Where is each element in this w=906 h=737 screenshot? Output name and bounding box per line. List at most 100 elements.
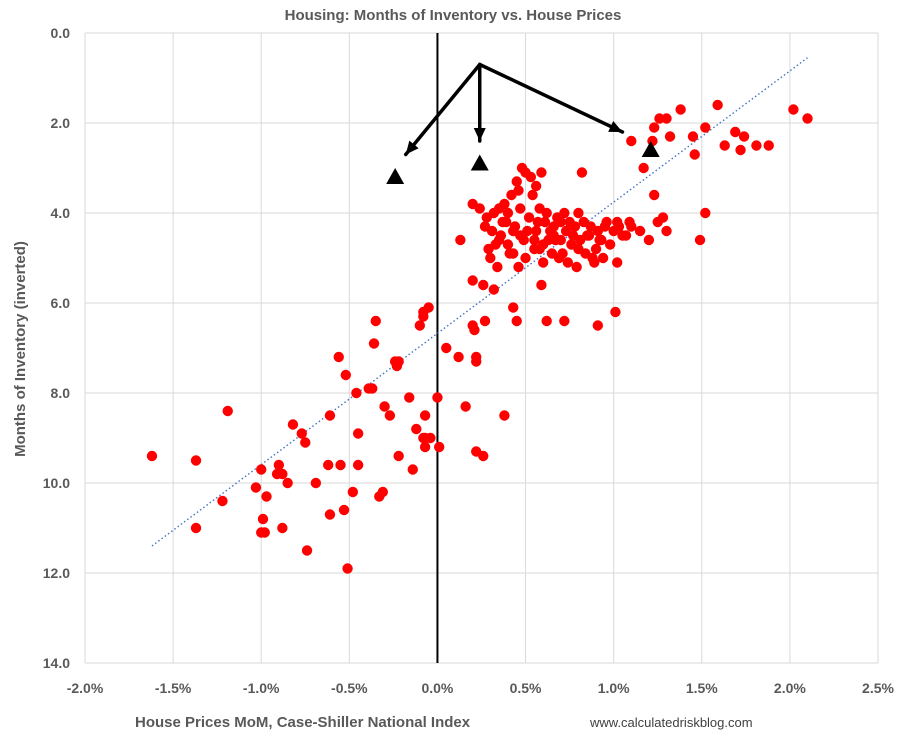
data-point xyxy=(301,545,313,556)
data-point xyxy=(261,491,272,502)
data-point xyxy=(282,477,293,489)
data-point xyxy=(483,243,494,255)
data-point xyxy=(589,257,600,268)
x-tick-label: 1.0% xyxy=(598,680,630,696)
y-axis-label: Months of Inventory (inverted) xyxy=(12,241,29,457)
y-tick-label: 0.0 xyxy=(51,25,71,41)
data-point xyxy=(310,477,322,489)
data-point xyxy=(217,495,228,507)
data-point xyxy=(511,176,522,187)
data-point xyxy=(735,144,746,156)
x-tick-label: 2.0% xyxy=(774,680,806,696)
data-point xyxy=(322,459,334,471)
triangle-marker xyxy=(470,154,489,171)
data-point xyxy=(626,135,637,147)
data-point xyxy=(368,338,380,349)
data-point xyxy=(661,225,672,237)
data-point xyxy=(259,527,270,538)
data-point xyxy=(643,234,655,246)
data-point xyxy=(351,387,362,399)
data-point xyxy=(453,351,464,363)
data-point xyxy=(419,441,431,453)
x-tick-label: -2.0% xyxy=(67,680,104,696)
data-point xyxy=(532,216,544,228)
data-point xyxy=(478,279,489,291)
data-point xyxy=(340,369,352,381)
data-point xyxy=(455,234,466,246)
data-point xyxy=(508,302,519,313)
y-tick-label: 4.0 xyxy=(51,205,71,221)
data-point xyxy=(485,252,496,264)
data-point xyxy=(287,419,299,430)
x-tick-label: 0.5% xyxy=(510,680,542,696)
data-point xyxy=(525,171,537,183)
annotation-arrow-head xyxy=(473,128,486,141)
data-point xyxy=(751,140,762,151)
data-point xyxy=(530,225,542,237)
data-point xyxy=(738,131,750,142)
data-points xyxy=(146,99,813,574)
data-point xyxy=(523,212,535,223)
data-point xyxy=(511,315,522,327)
data-point xyxy=(367,383,378,394)
y-tick-label: 8.0 xyxy=(51,385,71,401)
data-point xyxy=(333,351,344,363)
data-point xyxy=(687,131,699,142)
data-point xyxy=(508,248,519,259)
data-point xyxy=(190,455,202,466)
data-point xyxy=(802,113,813,124)
data-point xyxy=(562,257,574,268)
data-point xyxy=(694,234,706,246)
data-point xyxy=(509,221,521,232)
annotation-arrow-head xyxy=(405,140,419,155)
data-point xyxy=(335,459,346,471)
data-point xyxy=(675,104,686,115)
data-point xyxy=(324,509,336,520)
triangle-marker xyxy=(386,168,405,184)
data-point xyxy=(502,239,514,250)
data-point xyxy=(576,167,588,178)
data-point xyxy=(414,320,426,331)
data-point xyxy=(583,230,595,241)
data-point xyxy=(536,167,547,178)
data-point xyxy=(536,279,547,291)
data-point xyxy=(594,234,605,246)
data-point xyxy=(222,405,233,417)
x-tick-label: -0.5% xyxy=(331,680,368,696)
data-point xyxy=(620,230,632,241)
data-point xyxy=(492,261,503,273)
y-tick-label: 14.0 xyxy=(43,655,70,671)
data-point xyxy=(432,392,443,403)
data-point xyxy=(648,122,660,133)
data-point xyxy=(597,252,609,264)
data-point xyxy=(610,306,621,318)
x-tick-label: 2.5% xyxy=(862,680,894,696)
data-point xyxy=(478,450,489,462)
data-point xyxy=(352,428,364,439)
x-tick-label: -1.0% xyxy=(243,680,280,696)
data-point xyxy=(434,441,445,453)
data-point xyxy=(559,315,570,327)
data-point xyxy=(573,243,584,255)
data-point xyxy=(571,261,582,273)
data-point xyxy=(604,239,616,250)
data-point xyxy=(537,257,549,268)
annotation-arrow-shaft xyxy=(403,62,482,157)
data-point xyxy=(499,410,510,421)
data-point xyxy=(393,450,404,462)
data-point xyxy=(559,207,570,219)
data-point xyxy=(513,185,524,196)
data-point xyxy=(425,432,436,444)
data-point xyxy=(250,482,262,493)
data-point xyxy=(545,225,556,237)
data-point xyxy=(497,216,508,228)
data-point xyxy=(719,140,730,151)
data-point xyxy=(370,315,381,327)
data-point xyxy=(613,221,625,232)
y-tick-labels: 0.0 2.0 4.0 6.0 8.0 10.0 12.0 14.0 xyxy=(43,25,70,671)
data-point xyxy=(634,225,646,237)
data-point xyxy=(190,522,202,534)
data-point xyxy=(479,221,491,232)
